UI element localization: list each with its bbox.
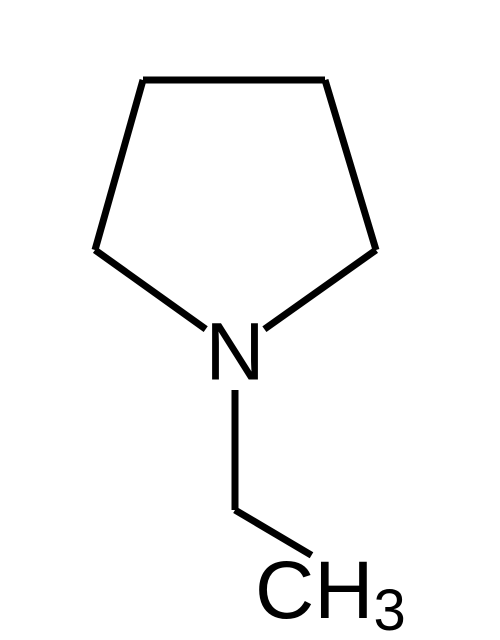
bond	[95, 80, 143, 250]
atom-label-n: N	[205, 307, 264, 398]
bond	[264, 250, 376, 329]
bond	[95, 250, 206, 329]
molecule-diagram: N CH3	[0, 0, 500, 640]
atom-label-ch3: CH3	[255, 545, 406, 640]
bond	[325, 80, 376, 250]
